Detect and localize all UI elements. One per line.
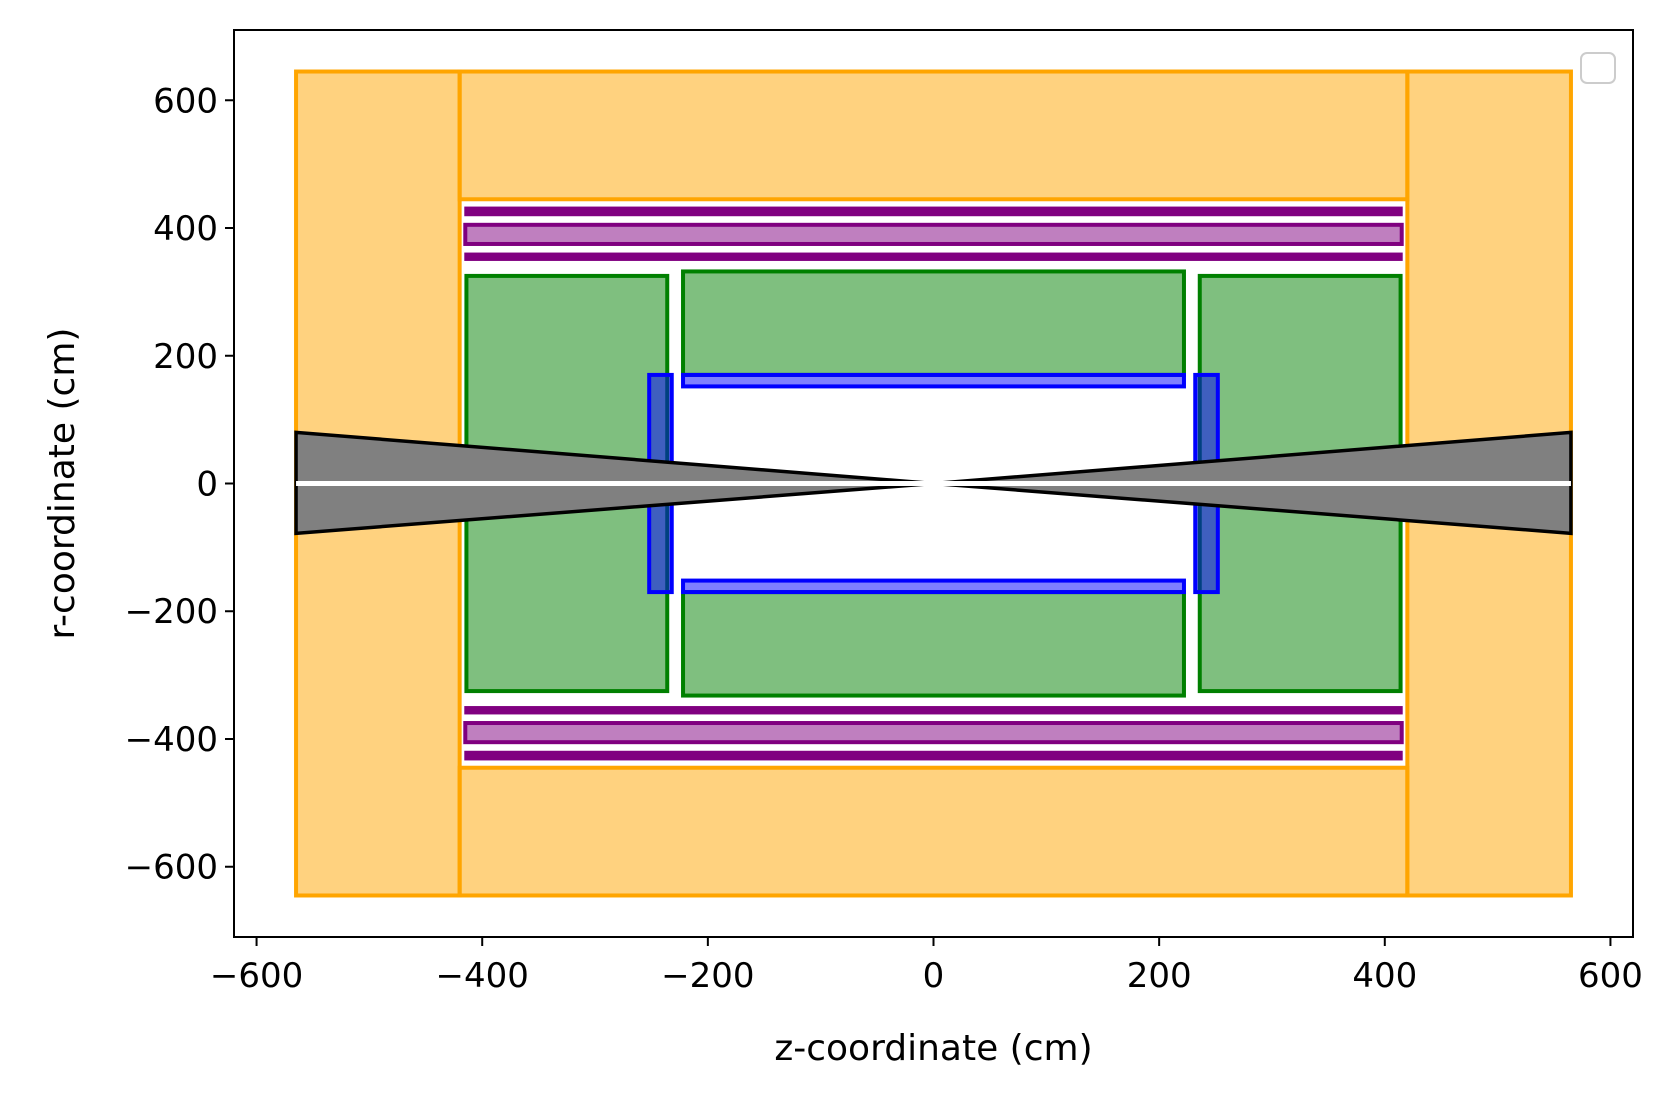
x-tick-label: 600 (1578, 956, 1643, 996)
muon-barrel-region (457, 69, 1410, 202)
x-tick-label: 400 (1352, 956, 1417, 996)
x-axis: −600 −400 −200 0 200 400 600 (210, 937, 1643, 996)
muon-barrel-region (457, 765, 1410, 898)
solenoid-region (463, 721, 1404, 745)
y-tick-label: 600 (153, 81, 218, 121)
x-tick-label: −400 (436, 956, 529, 996)
calorimeter-barrel-region (681, 269, 1186, 377)
x-tick-label: 200 (1127, 956, 1192, 996)
tracker-barrel-region (681, 372, 1186, 389)
solenoid-layer (464, 706, 1403, 715)
plot-area (294, 69, 1573, 898)
y-tick-label: −400 (125, 720, 218, 760)
x-axis-label: z-coordinate (cm) (774, 1028, 1092, 1069)
y-tick-label: 200 (153, 337, 218, 377)
y-tick-label: 0 (196, 465, 218, 505)
tracker-barrel-region (681, 578, 1186, 595)
y-tick-label: −600 (125, 848, 218, 888)
y-axis-label: r-coordinate (cm) (42, 328, 83, 640)
y-tick-label: −200 (125, 592, 218, 632)
solenoid-layer (464, 206, 1403, 217)
y-tick-label: 400 (153, 209, 218, 249)
x-tick-label: 0 (923, 956, 945, 996)
calorimeter-barrel-region (681, 590, 1186, 698)
y-axis: −600 −400 −200 0 200 400 600 (125, 81, 234, 888)
solenoid-region (463, 222, 1404, 246)
solenoid-layer (464, 750, 1403, 761)
solenoid-layer (464, 252, 1403, 261)
x-tick-label: −200 (661, 956, 754, 996)
legend-box[interactable] (1580, 52, 1616, 84)
x-tick-label: −600 (210, 956, 303, 996)
